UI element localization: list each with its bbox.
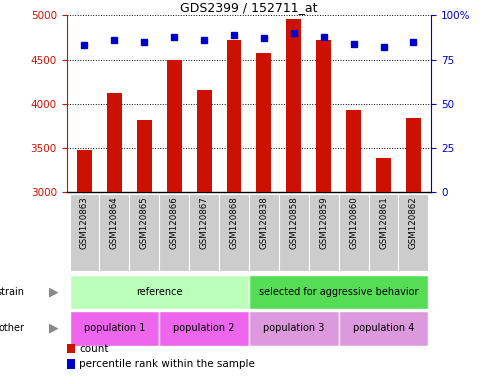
Bar xyxy=(286,19,301,192)
Text: strain: strain xyxy=(0,287,25,297)
Bar xyxy=(197,91,211,192)
Text: count: count xyxy=(79,344,108,354)
Text: population 4: population 4 xyxy=(353,323,414,333)
Text: GSM120868: GSM120868 xyxy=(230,196,239,249)
Bar xyxy=(137,119,152,192)
Text: GSM120858: GSM120858 xyxy=(289,196,298,249)
Title: GDS2399 / 152711_at: GDS2399 / 152711_at xyxy=(180,1,317,14)
Bar xyxy=(107,93,122,192)
Bar xyxy=(70,194,100,271)
Bar xyxy=(100,194,129,271)
Text: other: other xyxy=(0,323,25,333)
Bar xyxy=(339,311,428,346)
Text: selected for aggressive behavior: selected for aggressive behavior xyxy=(259,287,419,297)
Bar xyxy=(309,194,339,271)
Text: GSM120860: GSM120860 xyxy=(349,196,358,249)
Text: GSM120838: GSM120838 xyxy=(259,196,268,249)
Bar xyxy=(406,118,421,192)
Text: population 2: population 2 xyxy=(174,323,235,333)
Bar xyxy=(249,311,339,346)
Bar xyxy=(159,311,249,346)
Text: GSM120866: GSM120866 xyxy=(170,196,178,249)
Bar xyxy=(77,151,92,192)
Text: GSM120864: GSM120864 xyxy=(110,196,119,249)
Bar xyxy=(70,311,159,346)
Bar xyxy=(159,194,189,271)
Bar xyxy=(70,275,249,309)
Text: reference: reference xyxy=(136,287,182,297)
Text: GSM120862: GSM120862 xyxy=(409,196,418,249)
Text: percentile rank within the sample: percentile rank within the sample xyxy=(79,359,255,369)
Bar xyxy=(279,194,309,271)
Bar xyxy=(398,194,428,271)
Text: GSM120861: GSM120861 xyxy=(379,196,388,249)
Text: GSM120867: GSM120867 xyxy=(200,196,209,249)
Text: ▶: ▶ xyxy=(49,285,59,298)
Bar xyxy=(249,194,279,271)
Bar xyxy=(346,110,361,192)
Text: population 1: population 1 xyxy=(84,323,145,333)
Text: population 3: population 3 xyxy=(263,323,324,333)
Text: ▶: ▶ xyxy=(49,322,59,335)
Bar xyxy=(376,159,391,192)
Bar xyxy=(339,194,369,271)
Bar xyxy=(129,194,159,271)
Bar xyxy=(249,275,428,309)
Bar xyxy=(256,53,271,192)
Bar xyxy=(227,40,242,192)
Text: GSM120859: GSM120859 xyxy=(319,196,328,249)
Bar xyxy=(189,194,219,271)
Bar xyxy=(219,194,249,271)
Bar xyxy=(316,40,331,192)
Text: GSM120863: GSM120863 xyxy=(80,196,89,249)
Text: GSM120865: GSM120865 xyxy=(140,196,149,249)
Bar xyxy=(167,60,182,192)
Bar xyxy=(369,194,398,271)
